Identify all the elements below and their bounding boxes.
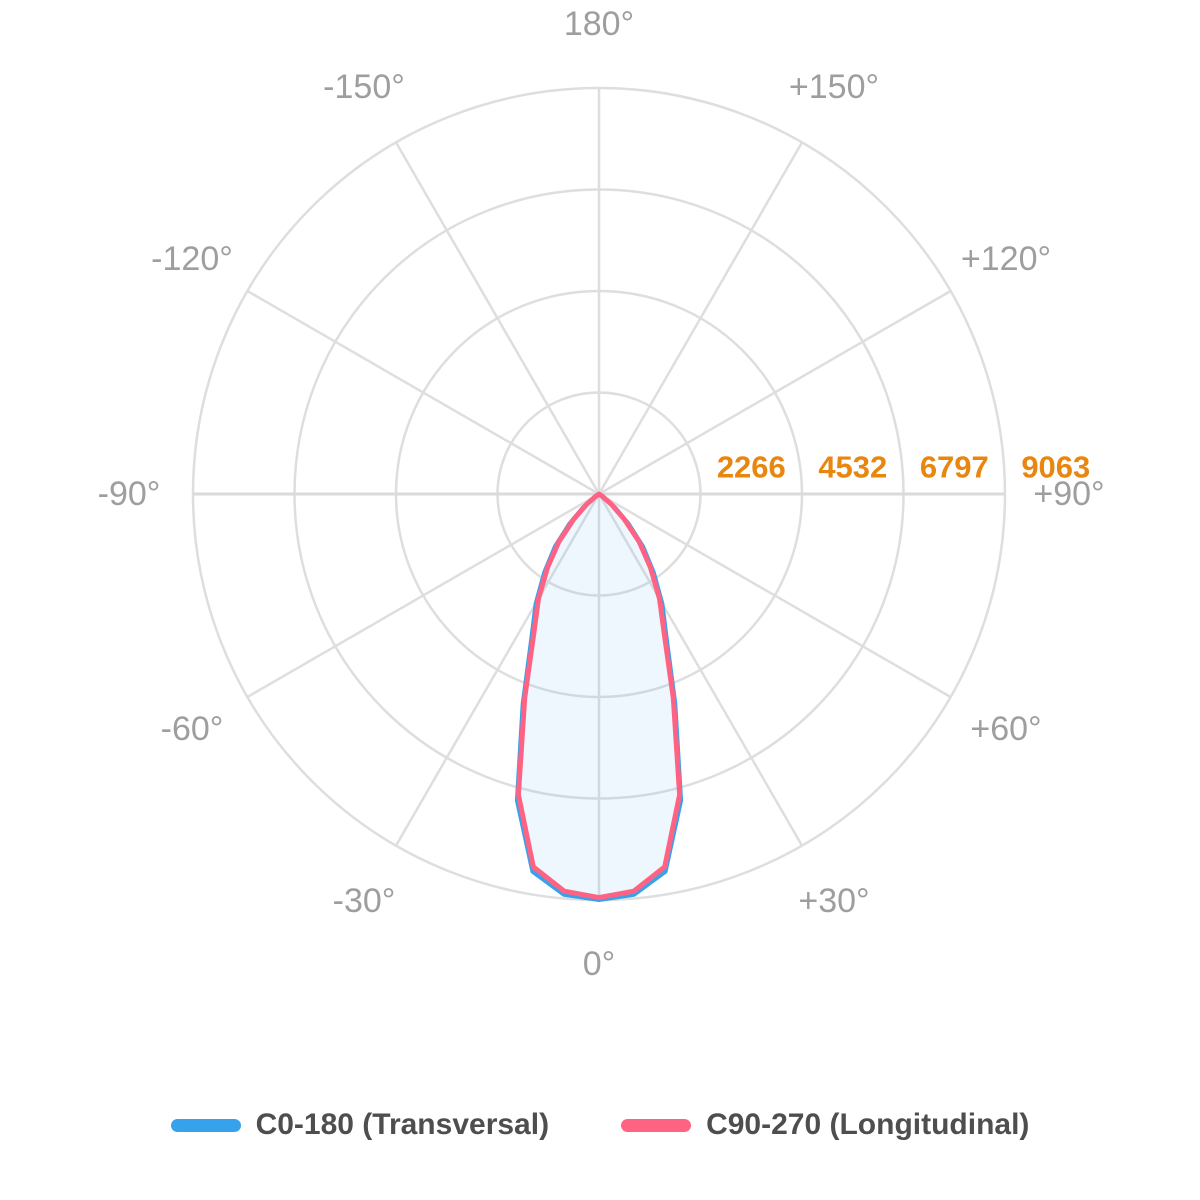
angle-label-180: 180°: [564, 5, 634, 43]
series-layer: [514, 491, 684, 902]
grid-spoke: [246, 492, 600, 699]
angle-label--150: -150°: [323, 68, 405, 106]
grid-spoke: [246, 289, 600, 496]
legend-item-c0-180[interactable]: C0-180 (Transversal): [170, 1108, 550, 1142]
legend-swatch-c0-180: [170, 1118, 241, 1132]
legend-label-c0-180: C0-180 (Transversal): [255, 1108, 550, 1141]
radial-tick-label: 4532: [818, 450, 887, 485]
radial-tick-label: 6797: [920, 450, 989, 485]
grid-spoke: [597, 493, 804, 847]
angle-label-150: +150°: [789, 68, 879, 106]
legend-swatch-c90-270: [621, 1118, 692, 1132]
angle-label--120: -120°: [151, 240, 233, 278]
angle-labels: 0° +30° +60° +90° +120° +150° 180° -150° -120° -9…: [98, 5, 1105, 983]
series-curve-c0-180: [514, 492, 684, 902]
angle-label-90: +90°: [1033, 475, 1104, 513]
radial-tick-labels: 2266 4532 6797 9063: [717, 450, 1090, 485]
grid-spoke: [598, 492, 952, 699]
angle-label--90: -90°: [98, 475, 161, 513]
legend-label-c90-270: C90-270 (Longitudinal): [706, 1108, 1030, 1141]
angle-label-30: +30°: [798, 882, 869, 920]
grid-spoke: [597, 141, 804, 495]
grid-spoke: [598, 289, 952, 496]
radial-tick-label: 9063: [1021, 450, 1090, 485]
series-curve-c90-270: [515, 491, 683, 901]
grid-spoke: [394, 141, 601, 495]
radial-tick-label: 2266: [717, 450, 786, 485]
angle-label-0: 0°: [583, 945, 616, 983]
angle-label-120: +120°: [961, 240, 1051, 278]
chart-legend: C0-180 (Transversal) C90-270 (Longitudin…: [0, 1100, 1200, 1150]
angle-label--30: -30°: [333, 882, 396, 920]
grid-spoke: [394, 493, 601, 847]
angle-label--60: -60°: [161, 710, 224, 748]
angle-label-60: +60°: [970, 710, 1041, 748]
legend-item-c90-270[interactable]: C90-270 (Longitudinal): [621, 1108, 1029, 1142]
